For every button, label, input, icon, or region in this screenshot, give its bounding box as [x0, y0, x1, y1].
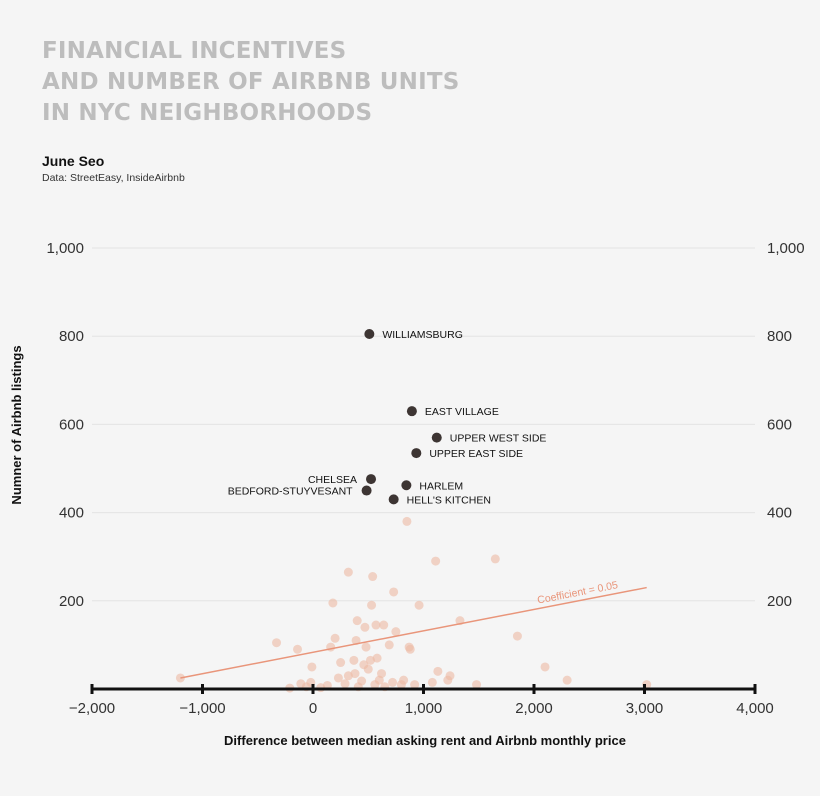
faded-point	[336, 658, 346, 668]
faded-point	[427, 677, 437, 687]
faded-point	[357, 676, 367, 686]
x-tick-label: 0	[309, 700, 317, 717]
faded-point	[399, 675, 409, 685]
x-tick-label: −2,000	[69, 700, 115, 717]
faded-point	[490, 554, 500, 564]
x-axis-label: Difference between median asking rent an…	[224, 733, 626, 748]
trend-line	[180, 586, 647, 679]
title-line-1: FINANCIAL INCENTIVES	[42, 38, 347, 64]
faded-point	[349, 655, 359, 665]
point-label: HARLEM	[419, 480, 463, 492]
faded-point	[343, 567, 353, 577]
faded-point	[361, 642, 371, 652]
faded-point	[384, 640, 394, 650]
gridlines	[92, 247, 755, 602]
point-label: WILLIAMSBURG	[382, 329, 463, 341]
x-tick-label: −1,000	[179, 700, 225, 717]
faded-point	[433, 666, 443, 676]
highlighted-point	[388, 494, 399, 505]
faded-point	[293, 644, 303, 654]
highlighted-point	[431, 432, 442, 443]
y-tick-label-left: 400	[59, 505, 84, 522]
faded-point	[340, 679, 350, 689]
x-tick-label: 4,000	[736, 700, 774, 717]
x-axis: −2,000 −1,000 0 1,000 2,000 3,000 4,000	[69, 684, 774, 717]
y-tick-label-left: 1,000	[46, 240, 84, 257]
trend-line-group: Coefficient = 0.05	[180, 579, 647, 679]
faded-point	[368, 572, 378, 582]
faded-point	[431, 556, 441, 566]
x-tick-label: 1,000	[405, 700, 443, 717]
y-tick-labels: 200 200 400 400 600 600 800 800 1,000 1,000	[46, 240, 804, 610]
point-label: CHELSEA	[308, 474, 357, 486]
y-tick-label-right: 400	[767, 505, 792, 522]
faded-point	[367, 600, 377, 610]
faded-point	[377, 669, 387, 679]
highlighted-point	[401, 480, 412, 491]
y-tick-label-left: 600	[59, 416, 84, 433]
y-tick-label-right: 800	[767, 328, 792, 345]
highlighted-point	[406, 406, 417, 417]
faded-point	[371, 620, 381, 630]
y-axis-label: Numner of Airbnb listings	[9, 345, 24, 504]
faded-point	[372, 653, 382, 663]
faded-point	[445, 671, 455, 681]
y-tick-label-right: 1,000	[767, 240, 805, 257]
highlighted-point	[411, 448, 422, 459]
title-line-3: IN NYC NEIGHBORHOODS	[42, 100, 373, 126]
faded-point	[389, 587, 399, 597]
faded-point	[562, 675, 572, 685]
faded-point	[405, 644, 415, 654]
faded-point	[360, 622, 370, 632]
faded-point	[379, 620, 389, 630]
faded-point	[540, 662, 550, 672]
point-label: UPPER EAST SIDE	[429, 448, 523, 460]
y-tick-label-right: 600	[767, 416, 792, 433]
highlighted-point	[364, 328, 375, 339]
faded-point	[388, 677, 398, 687]
point-label: EAST VILLAGE	[425, 406, 499, 418]
faded-point	[330, 633, 340, 643]
title-line-2: AND NUMBER OF AIRBNB UNITS	[42, 69, 460, 95]
faded-point	[391, 627, 401, 637]
faded-point	[350, 669, 360, 679]
y-tick-label-left: 800	[59, 328, 84, 345]
point-label: BEDFORD-STUYVESANT	[228, 486, 353, 498]
faded-point	[352, 616, 362, 626]
faded-point	[402, 516, 412, 526]
author-name: June Seo	[42, 153, 105, 169]
faded-point	[512, 631, 522, 641]
point-label: HELL'S KITCHEN	[407, 494, 491, 506]
highlighted-point	[366, 474, 377, 485]
highlighted-neighborhood-points: WILLIAMSBURG EAST VILLAGE UPPER WEST SIDE U…	[228, 328, 547, 506]
faded-point	[328, 598, 338, 608]
y-tick-label-right: 200	[767, 593, 792, 610]
coefficient-label: Coefficient = 0.05	[536, 579, 619, 606]
highlighted-point	[361, 485, 372, 496]
y-tick-label-left: 200	[59, 593, 84, 610]
chart-title: FINANCIAL INCENTIVES AND NUMBER OF AIRBN…	[42, 36, 460, 129]
other-neighborhood-points	[175, 516, 652, 693]
faded-point	[472, 680, 482, 690]
faded-point	[333, 673, 343, 683]
faded-point	[414, 600, 424, 610]
faded-point	[307, 662, 317, 672]
x-tick-label: 2,000	[515, 700, 553, 717]
faded-point	[272, 638, 282, 648]
point-label: UPPER WEST SIDE	[450, 433, 547, 445]
faded-point	[363, 664, 373, 674]
faded-point	[410, 680, 420, 690]
faded-point	[326, 642, 336, 652]
x-tick-label: 3,000	[626, 700, 664, 717]
data-source: Data: StreetEasy, InsideAirbnb	[42, 172, 185, 184]
